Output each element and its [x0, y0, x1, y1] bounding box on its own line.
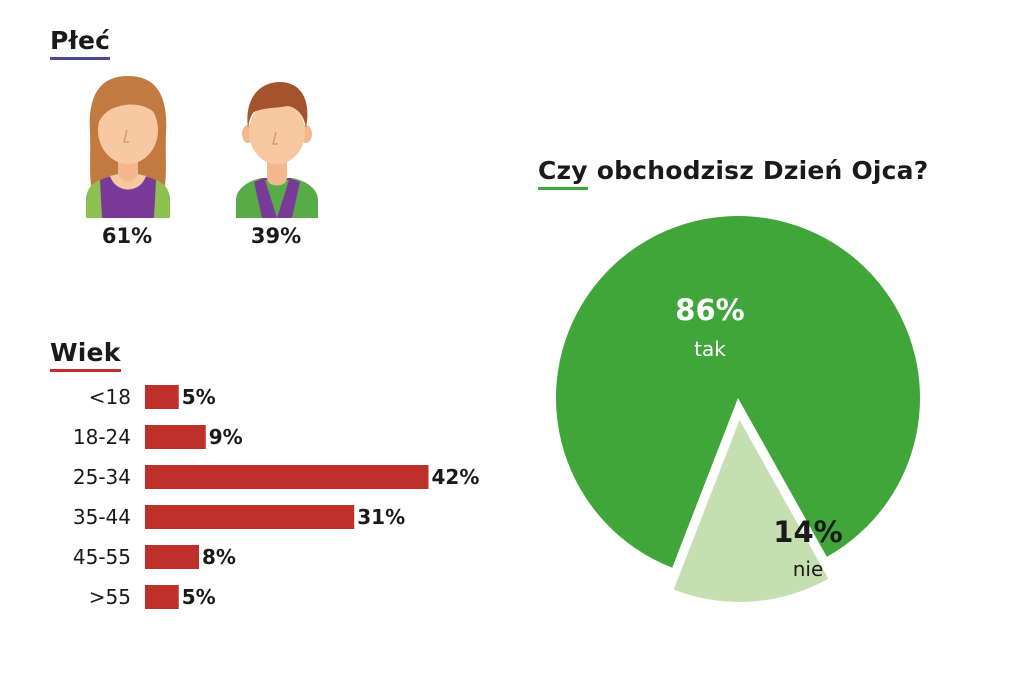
age-bar [145, 505, 355, 529]
age-category-label: 18-24 [73, 425, 131, 449]
man-avatar-icon [236, 82, 318, 218]
age-category-label: <18 [89, 385, 131, 409]
age-bar-chart: <18 5% 18-24 9% 25-34 42% 35-44 31% 45-55 8% >55 5% [73, 385, 480, 609]
age-bar [145, 545, 199, 569]
age-category-label: 45-55 [73, 545, 131, 569]
age-bar [145, 425, 206, 449]
age-category-label: >55 [89, 585, 131, 609]
age-bar-value-label: 5% [182, 385, 216, 409]
age-bar-value-label: 8% [202, 545, 236, 569]
female-percentage: 61% [101, 224, 153, 248]
woman-avatar-icon [86, 76, 170, 218]
age-heading: Wiek [50, 338, 121, 372]
gender-heading: Płeć [50, 26, 111, 60]
age-bar-value-label: 9% [209, 425, 243, 449]
male-percentage: 39% [250, 224, 302, 248]
pie-slice-tak [556, 215, 920, 568]
age-bar-value-label: 5% [182, 585, 216, 609]
age-category-label: 25-34 [73, 465, 131, 489]
age-bar [145, 385, 179, 409]
age-bar-value-label: 42% [432, 465, 480, 489]
pie-value-label-nie: 14% [773, 515, 842, 549]
father-day-pie-chart: 86% tak 14% nie [556, 215, 920, 602]
age-bar-value-label: 31% [357, 505, 405, 529]
gender-title: Płeć [50, 26, 111, 60]
pie-category-label-tak: tak [694, 337, 726, 361]
age-bar [145, 465, 429, 489]
age-bar [145, 585, 179, 609]
pie-slice-nie [673, 419, 829, 602]
pie-value-label-tak: 86% [675, 293, 744, 327]
pie-title-underlined: Czy [538, 156, 588, 190]
age-category-label: 35-44 [73, 505, 131, 529]
age-title: Wiek [50, 338, 121, 372]
pie-category-label-nie: nie [793, 557, 824, 581]
pie-heading: Czy obchodzisz Dzień Ojca? [538, 156, 929, 190]
pie-title-rest: obchodzisz Dzień Ojca? [587, 156, 929, 185]
